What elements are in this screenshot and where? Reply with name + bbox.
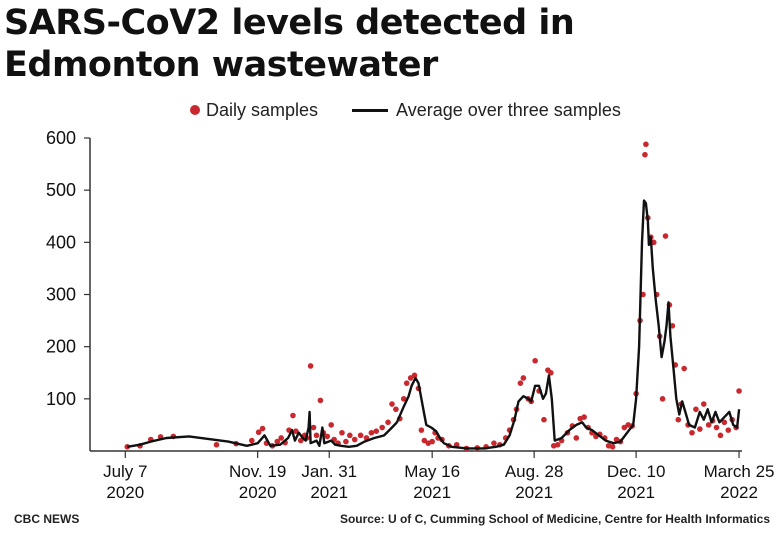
y-tick-label: 300 [46,285,76,305]
daily-sample-point [307,363,314,369]
y-tick-label: 100 [46,389,76,409]
daily-sample-point [278,435,284,441]
x-tick-year-label: 2021 [617,483,655,502]
x-tick-year-label: 2021 [515,483,553,502]
daily-sample-point [297,437,304,444]
daily-sample-point [357,432,364,439]
daily-sample-point [379,424,385,431]
daily-sample-point [548,369,554,376]
source-credit: Source: U of C, Cumming School of Medici… [339,512,770,526]
daily-sample-point [581,414,587,420]
daily-sample-point [675,416,682,423]
daily-sample-point [248,437,255,444]
x-tick-label: July 7 [103,462,147,481]
daily-sample-point [324,433,331,440]
x-tick-year-label: 2021 [413,483,451,502]
daily-sample-point [343,438,349,445]
daily-sample-point [310,424,317,431]
daily-sample-point [642,151,648,158]
daily-sample-point [400,396,407,402]
x-tick-label: Dec. 10 [607,462,666,481]
daily-sample-point [689,429,695,436]
daily-sample-point [274,438,281,445]
daily-sample-point [293,428,299,434]
daily-sample-point [351,436,358,443]
daily-sample-point [700,401,707,407]
daily-sample-point [403,380,410,386]
daily-sample-point [705,422,712,428]
daily-sample-point [659,396,666,402]
legend-daily-samples: Daily samples [206,99,319,120]
daily-sample-point [339,429,345,436]
x-tick-label: Jan. 31 [301,462,357,481]
legend-dot-icon [190,105,200,115]
daily-sample-point [328,422,334,428]
daily-sample-point [317,397,324,404]
daily-sample-point [662,233,669,239]
x-tick-label: March 25 [704,462,775,481]
daily-sample-point [347,432,353,439]
legend-line-icon [352,108,389,112]
x-tick-year-label: 2022 [720,483,758,502]
daily-sample-point [429,438,435,445]
daily-sample-point [385,419,391,426]
daily-sample-point [736,388,742,394]
daily-sample-point [491,440,497,446]
x-tick-label: Aug. 28 [505,462,564,481]
x-tick-year-label: 2020 [239,483,277,502]
daily-sample-point [389,401,395,407]
daily-sample-point [681,365,687,372]
average-line-series [127,199,741,450]
y-tick-label: 200 [46,337,76,357]
y-tick-label: 500 [46,180,76,200]
daily-sample-point [541,416,547,423]
y-tick-label: 400 [46,232,76,252]
page-title: SARS-CoV2 levels detected in Edmonton wa… [4,3,575,85]
daily-sample-point [554,441,561,448]
daily-sample-point [255,429,262,436]
daily-sample-point [259,425,266,432]
daily-sample-point [520,375,527,381]
chart-legend: Daily samples Average over three samples [190,98,621,122]
daily-sample-point [717,432,724,439]
source-brand: CBC NEWS [14,512,80,526]
daily-sample-point [368,429,375,436]
daily-sample-point [373,428,380,434]
daily-sample-point [725,427,732,433]
daily-sample-point [609,444,616,450]
daily-sample-point [693,406,699,413]
daily-sample-point [393,406,399,413]
daily-sample-point [213,441,220,448]
daily-sample-point [643,141,649,148]
daily-sample-point [517,380,524,386]
legend-average: Average over three samples [396,99,621,120]
x-tick-year-label: 2020 [106,483,144,502]
daily-sample-point [721,419,728,426]
daily-sample-point [418,427,425,433]
daily-sample-point [713,424,720,431]
daily-sample-point [313,432,320,439]
daily-sample-point [532,357,538,364]
x-tick-label: May 16 [404,462,460,481]
daily-sample-point [290,412,296,419]
daily-sample-point [573,435,580,441]
daily-sample-point [697,426,703,432]
daily-sample-point [411,372,418,379]
x-tick-label: Nov. 19 [229,462,286,481]
x-tick-year-label: 2021 [310,483,348,502]
y-tick-label: 600 [46,128,76,148]
